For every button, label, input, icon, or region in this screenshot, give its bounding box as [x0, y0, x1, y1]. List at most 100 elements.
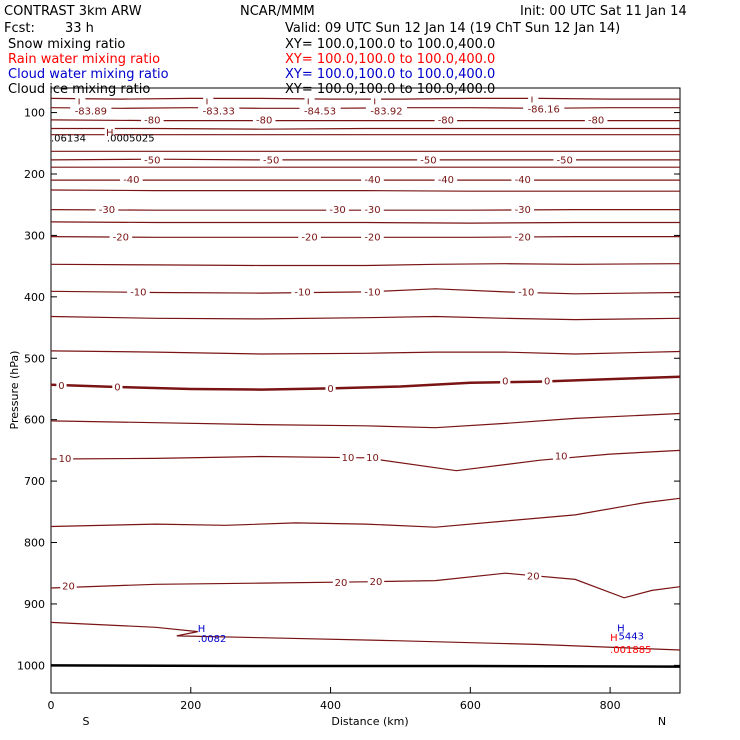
contour-label: -83.89: [75, 106, 107, 117]
contour-label-bg: [104, 125, 115, 138]
contour-label-bg: [304, 95, 315, 108]
legend-label: Cloud ice mixing ratio: [8, 82, 150, 97]
annotation: .06134: [51, 133, 86, 144]
contour-label-bg: [361, 230, 384, 243]
contour-label-bg: [56, 378, 67, 391]
contour-label: L: [530, 95, 536, 106]
contour-label: 0: [114, 383, 120, 394]
contour-label-bg: [198, 104, 240, 117]
model-name: CONTRAST 3km ARW: [4, 4, 142, 19]
contour-label-bg: [259, 153, 283, 166]
contour-label-bg: [525, 569, 542, 582]
contour-label-bg: [112, 380, 123, 393]
contour-label-bg: [109, 230, 133, 243]
contour-line: [50, 189, 680, 192]
contour-label-bg: [95, 203, 119, 216]
contour-label: L: [205, 98, 211, 109]
contour-label-bg: [326, 203, 349, 216]
contour-label: -10: [130, 288, 146, 299]
contour-label-bg: [127, 285, 150, 298]
forecast-value: 33 h: [65, 21, 94, 36]
center-name: NCAR/MMM: [240, 4, 315, 19]
contour-line: [50, 497, 681, 528]
contour-label-bg: [434, 173, 458, 186]
plot-frame: [50, 87, 681, 694]
contour-label: -80: [588, 116, 604, 127]
contour-label: 20: [370, 577, 383, 588]
annotation: H: [610, 633, 618, 644]
contour-lines: [50, 97, 681, 668]
contour-label: -50: [263, 155, 279, 166]
legend: Snow mixing ratio XY= 100.0,100.0 to 100.…: [8, 37, 495, 97]
contour-line: [50, 412, 681, 429]
north-label: N: [658, 715, 666, 728]
y-tick-label: 600: [24, 414, 45, 427]
y-tick-label: 400: [24, 291, 45, 304]
contour-label: -20: [515, 232, 531, 243]
contour-line: [50, 375, 681, 391]
y-tick-label: 800: [24, 537, 45, 550]
contour-label: -83.92: [370, 106, 402, 117]
contour-label: 10: [366, 453, 379, 464]
contour-label: -30: [364, 205, 380, 216]
contour-label-bg: [141, 153, 164, 166]
contour-label: -40: [438, 175, 454, 186]
y-axis-label: Pressure (hPa): [8, 351, 21, 430]
contour-label: -86.16: [528, 104, 560, 115]
contour-label-bg: [364, 450, 381, 463]
valid-time: Valid: 09 UTC Sun 12 Jan 14 (19 ChT Sun …: [285, 21, 620, 36]
contour-label: -20: [113, 232, 129, 243]
contour-label-bg: [370, 95, 382, 108]
contour-label: -30: [329, 205, 345, 216]
contour-line: [50, 315, 681, 321]
contour-label: 20: [527, 571, 540, 582]
contour-label: 0: [544, 377, 550, 388]
contour-label: -20: [364, 232, 380, 243]
contour-label-bg: [75, 95, 86, 108]
contour-label-bg: [56, 451, 74, 464]
contour-label-bg: [325, 381, 336, 394]
contour-label-bg: [584, 113, 608, 126]
contour-label: -40: [123, 175, 139, 186]
contour-label-bg: [365, 104, 408, 117]
x-tick-label: 400: [320, 699, 341, 712]
contour-label-bg: [500, 374, 511, 387]
contour-label: L: [78, 98, 84, 109]
contour-line: [50, 350, 681, 355]
annotation: .0082: [198, 634, 227, 645]
contour-label: -30: [515, 205, 531, 216]
contour-label-bg: [361, 203, 384, 216]
annotation: .0005025: [107, 133, 155, 144]
contour-label: -83.33: [203, 106, 235, 117]
south-label: S: [83, 715, 90, 728]
contour-label: 0: [58, 381, 64, 392]
contour-label-bg: [417, 153, 440, 166]
y-tick-label: 100: [24, 107, 45, 120]
contour-label: -50: [557, 155, 573, 166]
contour-label-bg: [553, 153, 576, 166]
contour-label-bg: [298, 230, 321, 243]
contour-label: -50: [420, 155, 436, 166]
contour-label-bg: [552, 449, 570, 462]
contour-label-bg: [511, 173, 535, 186]
contour-label: 20: [62, 582, 75, 593]
x-tick-label: 800: [600, 699, 621, 712]
contour-label: -10: [518, 288, 534, 299]
contour-label: 10: [555, 452, 568, 463]
contour-label: H: [106, 128, 114, 139]
contour-line: [50, 288, 681, 295]
contour-label: 10: [59, 454, 72, 465]
contour-label: -80: [144, 116, 160, 127]
contour-label: -80: [438, 116, 454, 127]
legend-range: XY= 100.0,100.0 to 100.0,400.0: [285, 82, 495, 97]
y-tick-label: 200: [24, 168, 45, 181]
contour-label: L: [307, 98, 313, 109]
contour-label-bg: [332, 576, 350, 589]
legend-range: XY= 100.0,100.0 to 100.0,400.0: [285, 52, 495, 67]
contour-line: [50, 621, 681, 651]
contour-label-bg: [361, 285, 384, 298]
contour-label-bg: [291, 285, 314, 298]
